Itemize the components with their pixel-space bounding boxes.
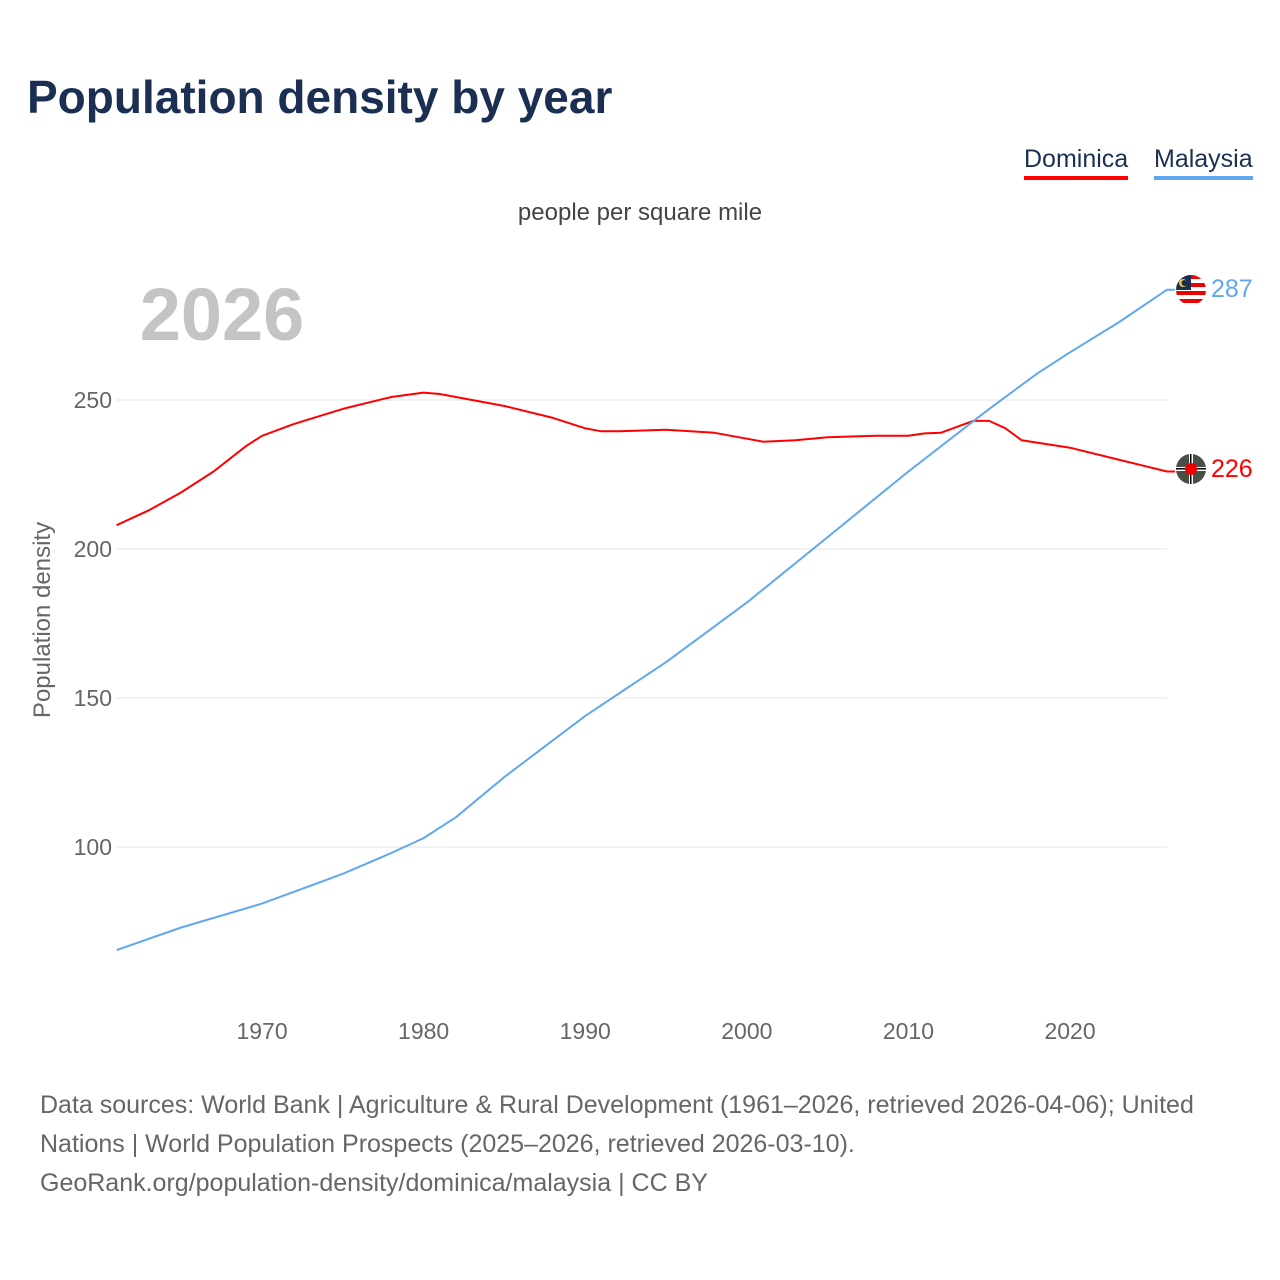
page-title: Population density by year [27, 71, 613, 123]
legend-item-malaysia[interactable]: Malaysia [1154, 145, 1253, 180]
attribution-link[interactable]: GeoRank.org/population-density/dominica/… [40, 1169, 708, 1197]
data-sources: Data sources: World Bank | Agriculture &… [40, 1086, 1250, 1203]
dominica-end-label: 226 [1211, 455, 1253, 483]
series-line-malaysia[interactable] [116, 288, 1175, 952]
dominica-flag-icon [1176, 454, 1206, 484]
malaysia-end-label: 287 [1211, 275, 1253, 303]
year-watermark: 2026 [140, 273, 305, 356]
x-tick-label: 1970 [236, 1018, 287, 1044]
chart-subtitle: people per square mile [518, 199, 762, 226]
legend-item-dominica[interactable]: Dominica [1024, 145, 1129, 180]
x-tick-label: 1980 [398, 1018, 449, 1044]
y-axis-label: Population density [29, 522, 56, 718]
series-line-dominica[interactable] [116, 391, 1175, 527]
sources-text: Data sources: World Bank | Agriculture &… [40, 1091, 1194, 1158]
line-chart: people per square mile 2026 Population d… [29, 199, 1253, 1044]
x-tick-label: 2000 [721, 1018, 772, 1044]
x-tick-label: 2020 [1044, 1018, 1095, 1044]
y-tick-label: 200 [74, 536, 112, 562]
malaysia-flag-icon [1176, 275, 1206, 305]
y-tick-label: 250 [74, 387, 112, 413]
y-tick-label: 150 [74, 685, 112, 711]
x-tick-label: 1990 [560, 1018, 611, 1044]
x-tick-label: 2010 [883, 1018, 934, 1044]
y-tick-label: 100 [74, 834, 112, 860]
